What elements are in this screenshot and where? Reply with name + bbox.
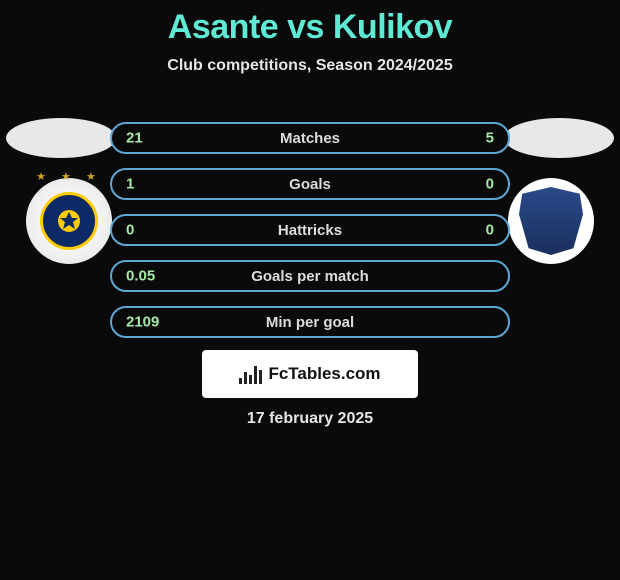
stats-table: 21 Matches 5 1 Goals 0 0 Hattricks 0 0.0… bbox=[110, 122, 510, 352]
player-photo-right bbox=[504, 118, 614, 158]
stat-row: 21 Matches 5 bbox=[110, 122, 510, 154]
stat-value-left: 0.05 bbox=[126, 268, 155, 285]
stars-icon: ★ ★ ★ bbox=[36, 170, 102, 183]
player-photo-left bbox=[6, 118, 116, 158]
stat-value-right: 5 bbox=[486, 130, 494, 147]
stat-label: Min per goal bbox=[266, 314, 354, 331]
stat-label: Matches bbox=[280, 130, 340, 147]
stat-row: 0.05 Goals per match bbox=[110, 260, 510, 292]
subtitle: Club competitions, Season 2024/2025 bbox=[0, 57, 620, 75]
bar-chart-icon bbox=[239, 364, 262, 384]
stat-value-right: 0 bbox=[486, 222, 494, 239]
stat-row: 1 Goals 0 bbox=[110, 168, 510, 200]
page-title: Asante vs Kulikov bbox=[0, 0, 620, 47]
stat-label: Hattricks bbox=[278, 222, 342, 239]
stat-label: Goals bbox=[289, 176, 331, 193]
stat-row: 0 Hattricks 0 bbox=[110, 214, 510, 246]
fctables-watermark[interactable]: FcTables.com bbox=[202, 350, 418, 398]
brand-text: FcTables.com bbox=[268, 364, 380, 384]
stat-label: Goals per match bbox=[251, 268, 369, 285]
stat-value-left: 21 bbox=[126, 130, 143, 147]
date-text: 17 february 2025 bbox=[0, 410, 620, 428]
club-badge-left: ★ ★ ★ bbox=[26, 178, 112, 264]
stat-value-left: 0 bbox=[126, 222, 134, 239]
stat-value-left: 2109 bbox=[126, 314, 159, 331]
club-badge-right bbox=[508, 178, 594, 264]
stat-row: 2109 Min per goal bbox=[110, 306, 510, 338]
stat-value-right: 0 bbox=[486, 176, 494, 193]
stat-value-left: 1 bbox=[126, 176, 134, 193]
